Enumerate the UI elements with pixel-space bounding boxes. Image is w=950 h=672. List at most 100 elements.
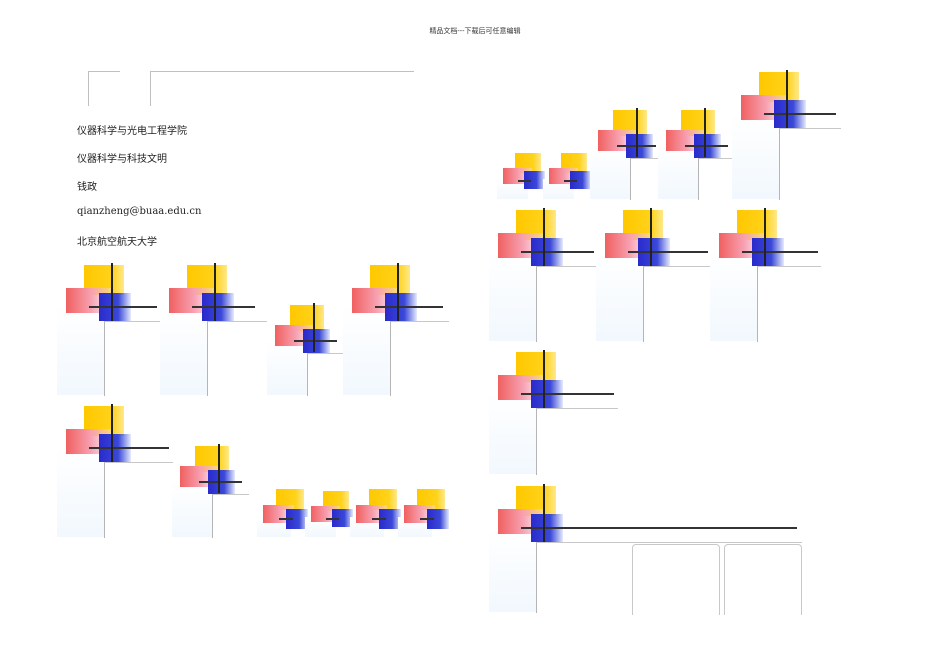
top-frame-right-tick [150,71,151,106]
vertical-rule-icon [764,208,766,266]
slide-thumbnail [489,350,618,475]
info-line-email: qianzheng@buaa.edu.cn [77,206,202,217]
vertical-rule-icon [111,404,113,462]
slide-thumbnail [305,491,353,537]
slide-frame [307,353,344,396]
yellow-square-icon [369,489,397,510]
slide-frame [779,128,841,200]
vertical-rule-icon [786,70,788,128]
slide-thumbnail [658,108,735,200]
slide-frame [212,494,249,538]
blue-square-icon [427,509,449,529]
slide-frame [390,321,449,396]
slide-background [543,179,574,199]
slide-thumbnail [267,303,344,396]
slide-thumbnail [172,444,249,538]
slide-thumbnail [160,263,267,396]
slide-frame [104,462,173,538]
blue-square-icon [524,171,545,189]
slide-frame [207,321,267,396]
vertical-rule-icon [313,303,315,352]
horizontal-rule-icon [521,251,594,253]
slide-background [489,250,537,341]
slide-thumbnail [343,263,449,396]
slide-background [489,526,537,612]
slide-background [658,144,699,199]
slide-thumbnail [57,263,161,396]
slide-thumbnail [398,489,449,537]
blue-square-icon [379,509,401,529]
slide-thumbnail [543,153,591,199]
slide-frame [536,266,597,342]
slide-background [160,305,208,395]
vertical-rule-icon [397,263,399,321]
vertical-rule-icon [704,108,706,157]
slide-thumbnail [489,208,597,342]
vertical-rule-icon [218,444,220,493]
slide-thumbnail [596,208,710,342]
slide-thumbnail [590,108,661,200]
top-frame-gap-white [120,70,150,73]
slide-frame [643,266,710,342]
slide-thumbnail [57,404,173,538]
info-line-course: 仪器科学与科技文明 [77,154,167,165]
blue-square-icon [332,509,353,527]
horizontal-rule-icon [742,251,818,253]
slide-background [57,305,105,395]
slide-background [596,250,644,341]
yellow-square-icon [276,489,304,510]
doc-column [632,544,720,615]
horizontal-rule-icon [89,447,169,449]
horizontal-rule-icon [628,251,708,253]
vertical-rule-icon [543,350,545,408]
slide-background [305,517,336,537]
slide-frame [630,158,661,200]
vertical-rule-icon [636,108,638,157]
horizontal-rule-icon [279,518,293,520]
slide-frame [104,321,161,396]
vertical-rule-icon [650,208,652,266]
slide-background [497,179,528,199]
vertical-rule-icon [111,263,113,321]
horizontal-rule-icon [764,113,836,115]
horizontal-rule-icon [521,527,797,529]
blue-square-icon [286,509,308,529]
horizontal-rule-icon [192,306,255,308]
slide-frame [757,266,821,342]
slide-background [732,112,780,199]
doc-column [724,544,802,615]
page-header-note: 精品文档---下载后可任意编辑 [429,27,521,35]
slide-thumbnail [732,70,841,200]
vertical-rule-icon [543,484,545,542]
slide-frame [536,408,618,475]
slide-background [343,305,391,395]
slide-background [489,392,537,474]
slide-background [710,250,758,341]
horizontal-rule-icon [294,340,337,342]
info-line-university: 北京航空航天大学 [77,237,157,248]
slide-thumbnail [497,153,545,199]
horizontal-rule-icon [521,393,614,395]
horizontal-rule-icon [564,180,577,182]
slide-frame [698,158,735,200]
slide-background [267,339,308,395]
slide-background [590,144,631,199]
info-line-school: 仪器科学与光电工程学院 [77,126,187,137]
top-frame-left-tick [88,71,89,106]
horizontal-rule-icon [199,481,242,483]
slide-thumbnail [350,489,401,537]
horizontal-rule-icon [372,518,386,520]
horizontal-rule-icon [685,145,728,147]
top-frame-line [88,71,414,72]
vertical-rule-icon [214,263,216,321]
yellow-square-icon [417,489,445,510]
horizontal-rule-icon [518,180,531,182]
horizontal-rule-icon [420,518,434,520]
slide-background [172,480,213,537]
slide-thumbnail [710,208,821,342]
slide-thumbnail [257,489,308,537]
info-line-author: 钱政 [77,182,97,193]
horizontal-rule-icon [326,518,339,520]
horizontal-rule-icon [89,306,157,308]
horizontal-rule-icon [375,306,443,308]
